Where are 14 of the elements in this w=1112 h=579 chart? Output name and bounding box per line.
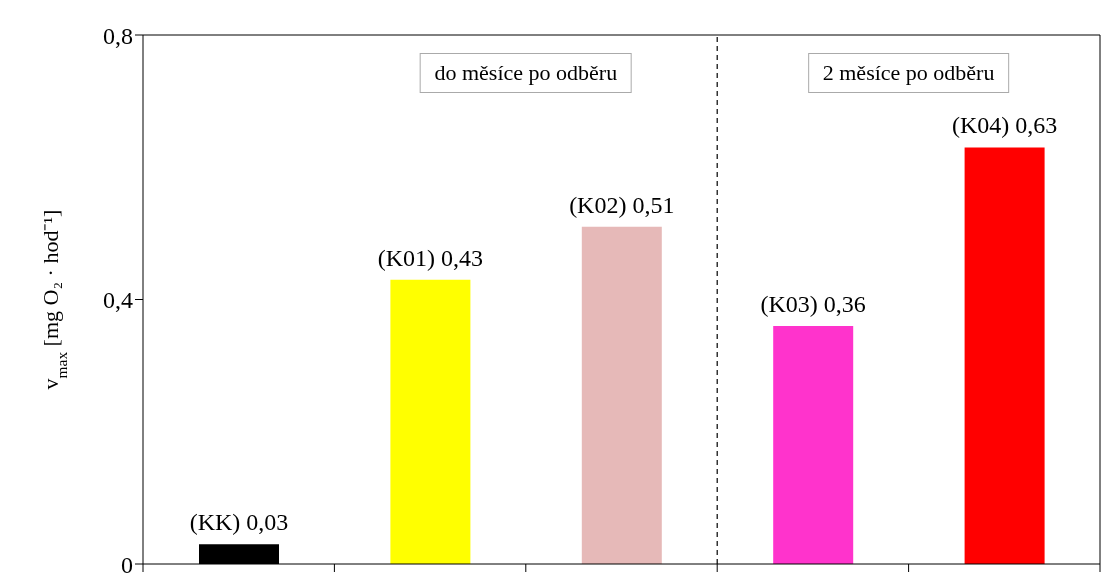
bar — [964, 147, 1045, 564]
data-label: (K02) 0,51 — [569, 191, 675, 218]
data-label: (K04) 0,63 — [951, 112, 1058, 139]
y-tick-label: 0,8 — [103, 22, 133, 49]
y-tick-label: 0,4 — [103, 287, 133, 314]
data-label: (KK) 0,03 — [189, 509, 289, 536]
bar — [581, 226, 662, 564]
bar — [390, 279, 471, 564]
y-tick-label: 0 — [121, 551, 133, 578]
data-label: (K01) 0,43 — [377, 244, 484, 271]
bar — [773, 325, 854, 564]
annotation: 2 měsíce po odběru — [807, 53, 1010, 93]
annotation: do měsíce po odběru — [419, 53, 633, 93]
data-label: (K03) 0,36 — [760, 290, 866, 317]
